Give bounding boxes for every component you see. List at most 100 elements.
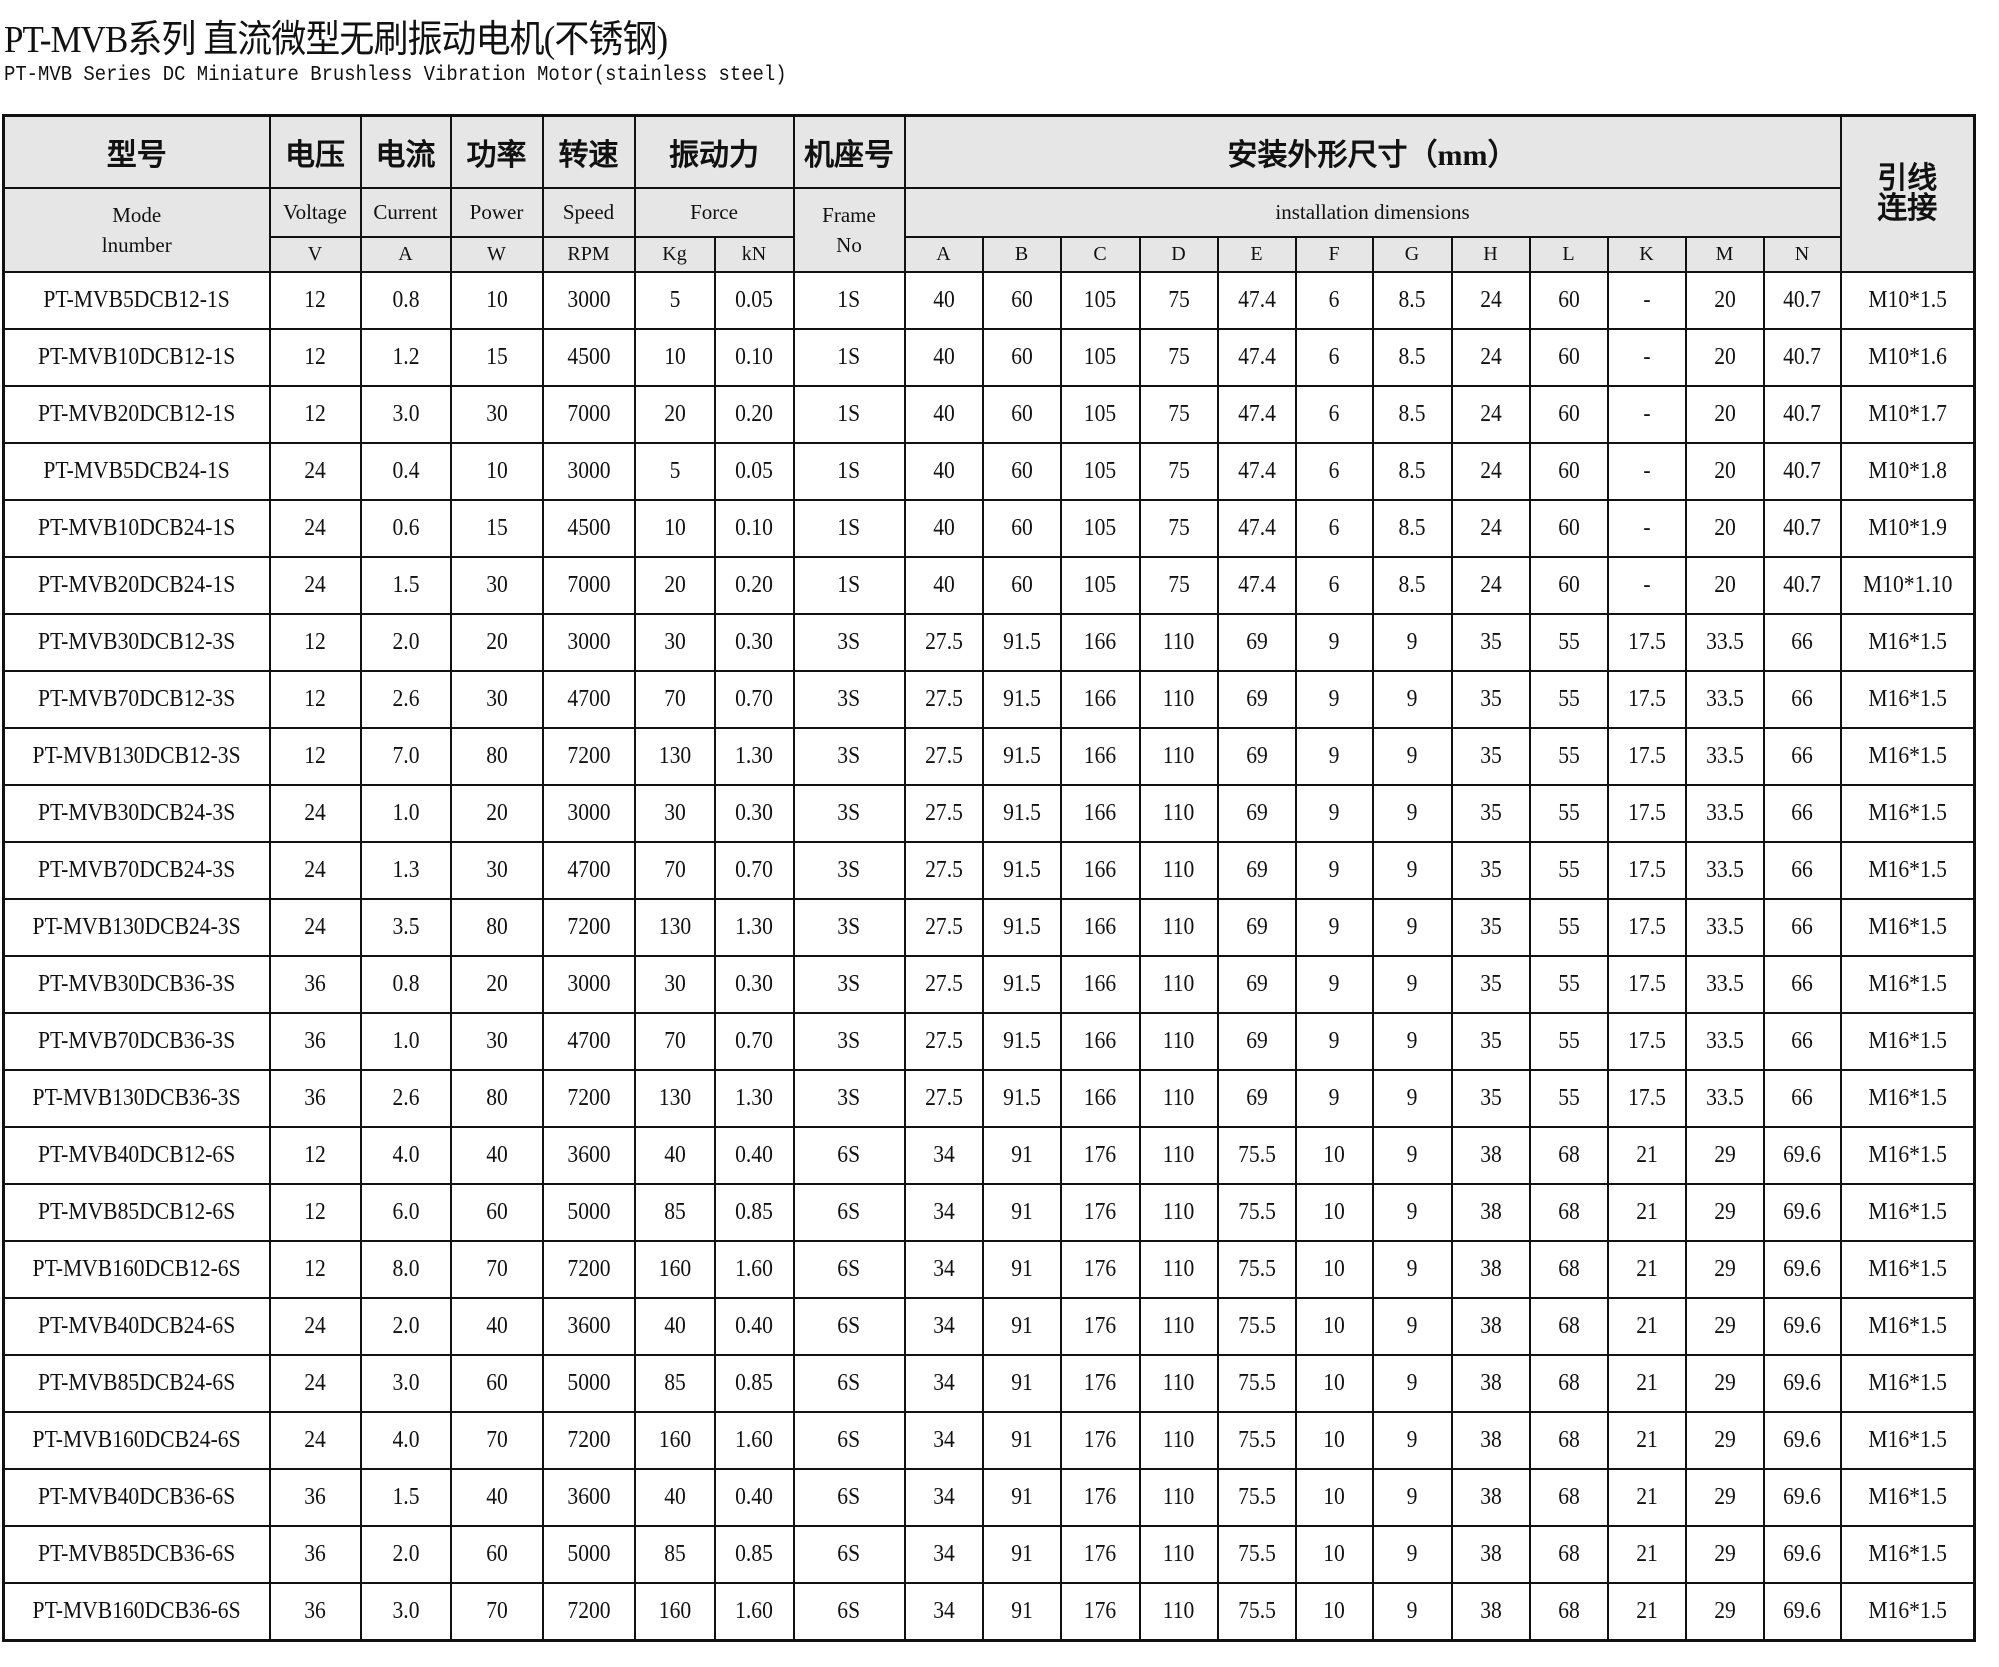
cell-text: 1S — [837, 572, 861, 598]
model-cell: PT-MVB160DCB36-6S — [2, 1582, 271, 1642]
cell-text: 35 — [1479, 629, 1502, 655]
table-cell: 110 — [1138, 1354, 1219, 1413]
table-cell: 21 — [1606, 1354, 1687, 1413]
table-cell: 9 — [1294, 670, 1374, 729]
table-cell: M16*1.5 — [1839, 1468, 1976, 1527]
cell-text: 2.0 — [392, 629, 419, 655]
cell-text: M16*1.5 — [1867, 1256, 1947, 1282]
table-cell: 38 — [1450, 1354, 1531, 1413]
cell-text: 110 — [1162, 1427, 1195, 1453]
table-cell: 20 — [1684, 556, 1765, 615]
table-cell: 47.4 — [1216, 271, 1297, 330]
table-row: PT-MVB40DCB12-6S 12 4.0 40 3600 40 0.40 6S 34 91 1… — [2, 1126, 1976, 1185]
table-cell: 70 — [449, 1582, 544, 1642]
cell-text: 29 — [1713, 1313, 1736, 1339]
table-row: PT-MVB30DCB12-3S 12 2.0 20 3000 30 0.30 3S 27.5 9… — [2, 613, 1976, 672]
table-cell: 1.60 — [713, 1411, 795, 1470]
cell-text: M16*1.5 — [1867, 1199, 1947, 1225]
table-cell: 75.5 — [1216, 1297, 1297, 1356]
cell-text: 40.7 — [1783, 287, 1821, 313]
table-cell: 110 — [1138, 1069, 1219, 1128]
cell-text: 60 — [1010, 515, 1033, 541]
table-cell: 75 — [1138, 271, 1219, 330]
table-cell: 8.5 — [1371, 556, 1453, 615]
table-cell: 17.5 — [1606, 613, 1687, 672]
table-cell: 9 — [1371, 898, 1453, 957]
cell-text: 176 — [1083, 1313, 1117, 1339]
cell-text: 33.5 — [1705, 686, 1744, 712]
cell-text: 9 — [1406, 800, 1418, 826]
table-cell: 3600 — [541, 1126, 636, 1185]
table-cell: 2.0 — [359, 1297, 452, 1356]
table-cell: 3S — [792, 727, 906, 786]
table-row: PT-MVB5DCB12-1S 12 0.8 10 3000 5 0.05 1S 40 60 105… — [2, 271, 1976, 330]
cell-text: 34 — [932, 1598, 955, 1624]
table-cell: 166 — [1059, 955, 1141, 1014]
dim-col-header: N — [1762, 236, 1842, 273]
table-cell: 105 — [1059, 328, 1141, 387]
table-cell: 40 — [449, 1126, 544, 1185]
cell-text: 3S — [837, 1028, 861, 1054]
table-cell: 6 — [1294, 556, 1374, 615]
table-cell: 9 — [1294, 784, 1374, 843]
cell-text: 27.5 — [924, 857, 963, 883]
page-title: PT-MVB系列 直流微型无刷振动电机(不锈钢) — [4, 19, 668, 61]
cell-text: M10*1.8 — [1867, 458, 1947, 484]
table-cell: 75.5 — [1216, 1525, 1297, 1584]
table-cell: 24 — [268, 898, 362, 957]
cell-text: 68 — [1557, 1370, 1580, 1396]
table-cell: 166 — [1059, 841, 1141, 900]
table-cell: 1.30 — [713, 727, 795, 786]
table-cell: 9 — [1371, 1183, 1453, 1242]
cell-text: 69 — [1245, 629, 1268, 655]
table-cell: 6.0 — [359, 1183, 452, 1242]
cell-text: 6S — [837, 1313, 861, 1339]
cell-text: 70 — [485, 1256, 508, 1282]
table-cell: 30 — [633, 955, 716, 1014]
cell-text: 166 — [1083, 914, 1117, 940]
cell-text: 1S — [837, 401, 861, 427]
table-cell: 85 — [633, 1183, 716, 1242]
cell-text: 60 — [485, 1541, 508, 1567]
table-cell: 176 — [1059, 1354, 1141, 1413]
cell-text: 0.85 — [735, 1541, 773, 1567]
table-cell: 10 — [1294, 1468, 1374, 1527]
cell-text: 29 — [1713, 1427, 1736, 1453]
cell-text: 35 — [1479, 686, 1502, 712]
table-cell: 8.5 — [1371, 328, 1453, 387]
cell-text: 24 — [1479, 344, 1502, 370]
table-cell: 3.0 — [359, 385, 452, 444]
table-cell: 17.5 — [1606, 784, 1687, 843]
cell-text: 2.6 — [392, 1085, 419, 1111]
cell-text: 55 — [1557, 800, 1580, 826]
table-cell: 10 — [449, 442, 544, 501]
table-cell: 35 — [1450, 1012, 1531, 1071]
cell-text: 110 — [1162, 1370, 1195, 1396]
table-cell: 91 — [981, 1126, 1062, 1185]
cell-text: 21 — [1635, 1427, 1658, 1453]
cell-text: 166 — [1083, 857, 1117, 883]
table-row: PT-MVB130DCB12-3S 12 7.0 80 7200 130 1.30 3S 27.… — [2, 727, 1976, 786]
table-cell: M10*1.5 — [1839, 271, 1976, 330]
cell-text: 27.5 — [924, 629, 963, 655]
cell-text: 21 — [1635, 1541, 1658, 1567]
table-cell: 9 — [1371, 784, 1453, 843]
table-cell: 47.4 — [1216, 385, 1297, 444]
cell-text: 80 — [485, 914, 508, 940]
cell-text: 0.05 — [735, 458, 773, 484]
cell-text: 8.0 — [392, 1256, 419, 1282]
table-cell: 40 — [903, 499, 984, 558]
table-cell: 34 — [903, 1240, 984, 1299]
table-cell: M16*1.5 — [1839, 1297, 1976, 1356]
table-cell: 9 — [1371, 841, 1453, 900]
table-cell: 27.5 — [903, 898, 984, 957]
cell-text: 60 — [1557, 344, 1580, 370]
table-cell: 68 — [1528, 1126, 1609, 1185]
cell-text: PT-MVB85DCB24-6S — [38, 1370, 236, 1396]
table-cell: 3S — [792, 1069, 906, 1128]
cell-text: 91 — [1010, 1541, 1033, 1567]
table-cell: 3S — [792, 955, 906, 1014]
table-cell: - — [1606, 556, 1687, 615]
table-cell: 91 — [981, 1183, 1062, 1242]
cell-text: 33.5 — [1705, 1085, 1744, 1111]
